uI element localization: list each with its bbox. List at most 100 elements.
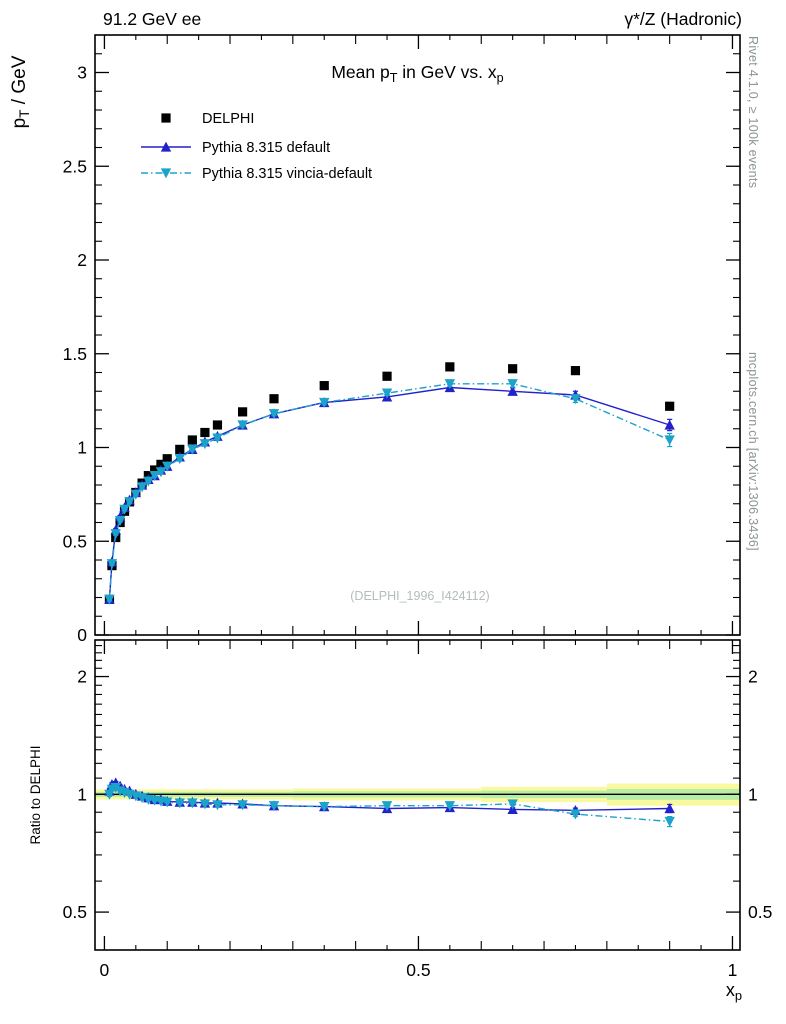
triangle-down-marker [124, 497, 135, 508]
triangle-down-marker [187, 798, 198, 809]
triangle-down-marker [237, 420, 248, 431]
rivet-version-label: Rivet 4.1.0, ≥ 100k events [746, 36, 760, 189]
y-tick-label: 1 [748, 784, 758, 804]
series-pythia-8-315-vincia-default [104, 379, 675, 605]
triangle-down-marker [114, 516, 126, 527]
square-marker [200, 427, 210, 438]
square-marker [665, 401, 675, 411]
legend-label: Pythia 8.315 vincia-default [202, 166, 372, 182]
series-delphi [104, 362, 675, 604]
analysis-watermark: (DELPHI_1996_I424112) [350, 589, 490, 603]
legend-item: DELPHI [161, 111, 254, 127]
y-tick-label: 2.5 [63, 156, 87, 176]
triangle-down-marker [106, 559, 118, 570]
square-marker [382, 371, 392, 381]
triangle-down-marker [664, 816, 675, 827]
legend-label: Pythia 8.315 default [202, 140, 330, 156]
square-marker [445, 362, 455, 372]
square-marker [150, 465, 160, 475]
x-axis-ticks-main [103, 35, 734, 635]
triangle-down-marker [155, 467, 167, 478]
triangle-down-marker [110, 529, 121, 540]
square-marker [187, 435, 197, 445]
triangle-down-marker [160, 168, 172, 179]
main-panel-border [94, 34, 741, 636]
triangle-down-marker [187, 444, 198, 455]
y-tick-label: 2 [77, 667, 87, 687]
y-axis-ticks-main: 0 0.5 1 1.5 2 2.5 3 [63, 53, 740, 645]
triangle-down-marker [130, 489, 142, 500]
triangle-down-marker [319, 802, 330, 813]
square-marker [508, 364, 518, 374]
y-tick-label: 3 [77, 63, 87, 83]
mcplots-reference-label: mcplots.cern.ch [arXiv:1306.3436] [746, 352, 760, 551]
y-tick-label: 2 [748, 667, 758, 687]
plot-title: Mean pT in GeV vs. xp [331, 62, 503, 85]
triangle-down-marker [136, 482, 148, 493]
x-tick-label: 0 [100, 960, 110, 980]
x-tick-label: 1 [728, 960, 738, 980]
triangle-down-marker [507, 799, 518, 810]
triangle-down-marker [570, 809, 581, 820]
triangle-down-marker [199, 799, 211, 810]
y-tick-label: 1.5 [63, 344, 87, 364]
ratio-panel-border [94, 639, 741, 951]
main-plot-series [104, 362, 675, 605]
square-marker [570, 366, 581, 376]
legend-label: DELPHI [202, 111, 254, 127]
y-tick-label: 0.5 [63, 531, 87, 551]
triangle-up-marker [160, 141, 172, 152]
y-tick-label: 0.5 [63, 902, 87, 922]
ratio-plot-series [104, 777, 675, 828]
y-tick-label: 1 [77, 438, 87, 458]
triangle-down-marker [444, 379, 456, 390]
y-tick-label: 1 [77, 784, 87, 804]
triangle-down-marker [570, 394, 581, 405]
triangle-down-marker [268, 801, 280, 812]
triangle-down-marker [381, 388, 393, 399]
triangle-down-marker [110, 783, 121, 794]
square-marker [319, 381, 329, 391]
y-axis-ticks-ratio: 0.5 0.5 1 1 2 2 [63, 645, 772, 922]
triangle-down-marker [319, 397, 330, 408]
series-pythia-8-315-vincia-default [104, 783, 675, 828]
triangle-down-marker [119, 504, 130, 515]
series-line [108, 386, 670, 600]
square-marker [156, 459, 166, 469]
triangle-down-marker [199, 439, 211, 450]
y-axis-label-ratio: Ratio to DELPHI [28, 745, 43, 844]
triangle-up-marker [507, 385, 518, 396]
square-marker [175, 444, 185, 454]
y-tick-label: 2 [77, 250, 87, 270]
x-axis-label: xp [726, 980, 742, 1003]
triangle-down-marker [212, 433, 223, 444]
triangle-up-marker [664, 803, 675, 814]
triangle-down-marker [162, 797, 173, 808]
triangle-down-marker [237, 800, 248, 811]
beam-energy-label: 91.2 GeV ee [103, 9, 202, 29]
square-marker [237, 407, 248, 417]
y-tick-label: 0.5 [748, 902, 772, 922]
triangle-down-marker [174, 454, 185, 465]
triangle-down-marker [104, 594, 115, 605]
legend: DELPHI Pythia 8.315 default Pythia 8.315 v… [141, 111, 372, 182]
triangle-down-marker [507, 379, 518, 390]
y-tick-label: 0 [77, 625, 87, 645]
triangle-down-marker [212, 800, 223, 811]
triangle-down-marker [143, 476, 154, 487]
triangle-up-marker [664, 419, 675, 430]
legend-item: Pythia 8.315 vincia-default [141, 166, 372, 182]
series-pythia-8-315-default [104, 382, 675, 604]
process-label: γ*/Z (Hadronic) [624, 9, 742, 29]
y-axis-label-main: pT / GeV [9, 55, 32, 128]
triangle-down-marker [664, 435, 675, 446]
series-line [108, 383, 670, 600]
triangle-down-marker [444, 801, 456, 812]
x-tick-label: 0.5 [406, 960, 430, 980]
triangle-down-marker [162, 461, 173, 472]
triangle-down-marker [174, 798, 185, 809]
x-axis-ticks-ratio: 0 0.5 1 [100, 640, 738, 980]
square-marker [162, 454, 172, 464]
